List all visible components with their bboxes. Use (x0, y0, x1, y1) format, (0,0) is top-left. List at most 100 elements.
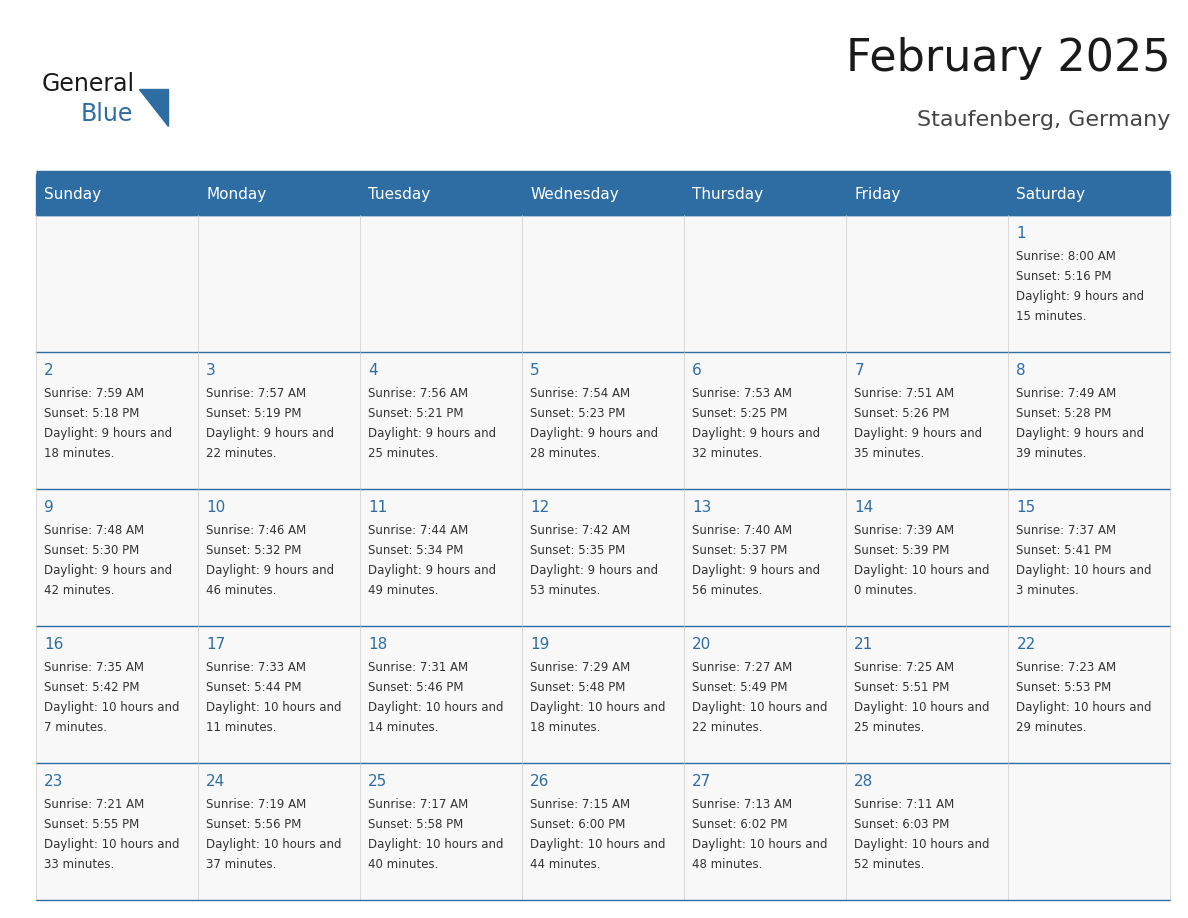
Text: 37 minutes.: 37 minutes. (206, 858, 277, 871)
Text: 1: 1 (1017, 226, 1026, 241)
Text: Sunday: Sunday (44, 187, 101, 202)
Text: Daylight: 10 hours and: Daylight: 10 hours and (693, 838, 828, 851)
Text: Sunrise: 7:48 AM: Sunrise: 7:48 AM (44, 523, 144, 537)
Text: 22 minutes.: 22 minutes. (693, 722, 763, 734)
Text: Sunset: 5:25 PM: Sunset: 5:25 PM (693, 407, 788, 420)
Text: 8: 8 (1017, 363, 1026, 378)
Text: Daylight: 10 hours and: Daylight: 10 hours and (206, 701, 341, 714)
Text: 3 minutes.: 3 minutes. (1017, 584, 1079, 598)
Text: 22: 22 (1017, 637, 1036, 652)
Text: Sunrise: 7:31 AM: Sunrise: 7:31 AM (368, 661, 468, 674)
Text: Sunrise: 7:53 AM: Sunrise: 7:53 AM (693, 386, 792, 399)
Text: Daylight: 9 hours and: Daylight: 9 hours and (530, 427, 658, 440)
Text: Sunset: 5:39 PM: Sunset: 5:39 PM (854, 543, 949, 557)
Text: Sunrise: 7:54 AM: Sunrise: 7:54 AM (530, 386, 631, 399)
Text: Daylight: 9 hours and: Daylight: 9 hours and (693, 427, 821, 440)
Text: 2: 2 (44, 363, 53, 378)
Text: 14: 14 (854, 499, 873, 515)
Text: 7: 7 (854, 363, 864, 378)
Text: Sunset: 5:44 PM: Sunset: 5:44 PM (206, 681, 302, 694)
Text: Sunset: 6:03 PM: Sunset: 6:03 PM (854, 818, 949, 831)
Text: Daylight: 10 hours and: Daylight: 10 hours and (854, 701, 990, 714)
Text: Sunset: 5:58 PM: Sunset: 5:58 PM (368, 818, 463, 831)
Text: 11: 11 (368, 499, 387, 515)
Text: Sunrise: 7:23 AM: Sunrise: 7:23 AM (1017, 661, 1117, 674)
Text: 52 minutes.: 52 minutes. (854, 858, 924, 871)
Text: Daylight: 10 hours and: Daylight: 10 hours and (530, 838, 665, 851)
Text: 24: 24 (206, 774, 226, 789)
Text: Daylight: 9 hours and: Daylight: 9 hours and (368, 427, 497, 440)
Text: Sunset: 5:46 PM: Sunset: 5:46 PM (368, 681, 463, 694)
Text: Staufenberg, Germany: Staufenberg, Germany (917, 110, 1170, 130)
Bar (36, 352, 1170, 488)
Text: Sunset: 5:32 PM: Sunset: 5:32 PM (206, 543, 302, 557)
Text: Sunset: 6:02 PM: Sunset: 6:02 PM (693, 818, 788, 831)
Text: Daylight: 9 hours and: Daylight: 9 hours and (693, 564, 821, 577)
Text: Sunrise: 7:49 AM: Sunrise: 7:49 AM (1017, 386, 1117, 399)
Text: Daylight: 9 hours and: Daylight: 9 hours and (530, 564, 658, 577)
Text: Sunrise: 7:13 AM: Sunrise: 7:13 AM (693, 798, 792, 811)
Text: Sunrise: 7:40 AM: Sunrise: 7:40 AM (693, 523, 792, 537)
Text: 3: 3 (206, 363, 216, 378)
Text: 27: 27 (693, 774, 712, 789)
Text: Sunrise: 7:46 AM: Sunrise: 7:46 AM (206, 523, 307, 537)
Text: 25 minutes.: 25 minutes. (854, 722, 924, 734)
Text: Sunrise: 7:42 AM: Sunrise: 7:42 AM (530, 523, 631, 537)
Text: 12: 12 (530, 499, 549, 515)
Text: Daylight: 9 hours and: Daylight: 9 hours and (44, 427, 172, 440)
Text: Sunrise: 7:44 AM: Sunrise: 7:44 AM (368, 523, 468, 537)
Text: Daylight: 10 hours and: Daylight: 10 hours and (1017, 564, 1152, 577)
Text: 15: 15 (1017, 499, 1036, 515)
Text: Sunrise: 7:59 AM: Sunrise: 7:59 AM (44, 386, 144, 399)
Text: Monday: Monday (206, 187, 266, 202)
Text: Daylight: 10 hours and: Daylight: 10 hours and (693, 701, 828, 714)
Text: Daylight: 9 hours and: Daylight: 9 hours and (1017, 290, 1144, 303)
Text: 42 minutes.: 42 minutes. (44, 584, 114, 598)
Text: Sunrise: 7:11 AM: Sunrise: 7:11 AM (854, 798, 955, 811)
Text: Sunrise: 7:15 AM: Sunrise: 7:15 AM (530, 798, 631, 811)
Text: Daylight: 10 hours and: Daylight: 10 hours and (1017, 701, 1152, 714)
Bar (36, 488, 1170, 626)
Text: Sunset: 5:21 PM: Sunset: 5:21 PM (368, 407, 463, 420)
Text: Sunset: 6:00 PM: Sunset: 6:00 PM (530, 818, 626, 831)
Text: 19: 19 (530, 637, 550, 652)
Text: 4: 4 (368, 363, 378, 378)
Text: Sunset: 5:34 PM: Sunset: 5:34 PM (368, 543, 463, 557)
Text: Sunset: 5:56 PM: Sunset: 5:56 PM (206, 818, 302, 831)
Text: Daylight: 10 hours and: Daylight: 10 hours and (368, 701, 504, 714)
Bar (36, 215, 1170, 352)
Text: Daylight: 10 hours and: Daylight: 10 hours and (530, 701, 665, 714)
Text: 18 minutes.: 18 minutes. (530, 722, 601, 734)
Polygon shape (139, 89, 168, 126)
Text: 17: 17 (206, 637, 226, 652)
Text: Sunset: 5:37 PM: Sunset: 5:37 PM (693, 543, 788, 557)
Text: Sunrise: 7:56 AM: Sunrise: 7:56 AM (368, 386, 468, 399)
Text: Sunset: 5:16 PM: Sunset: 5:16 PM (1017, 270, 1112, 283)
Text: Daylight: 9 hours and: Daylight: 9 hours and (206, 564, 334, 577)
Text: Sunrise: 7:35 AM: Sunrise: 7:35 AM (44, 661, 144, 674)
Text: 0 minutes.: 0 minutes. (854, 584, 917, 598)
Text: Sunset: 5:42 PM: Sunset: 5:42 PM (44, 681, 139, 694)
Bar (36, 763, 1170, 900)
Text: February 2025: February 2025 (846, 37, 1170, 80)
Text: Daylight: 10 hours and: Daylight: 10 hours and (44, 701, 179, 714)
Text: 28 minutes.: 28 minutes. (530, 447, 601, 460)
Text: 49 minutes.: 49 minutes. (368, 584, 438, 598)
Bar (36, 626, 1170, 763)
Text: 56 minutes.: 56 minutes. (693, 584, 763, 598)
Text: Sunset: 5:30 PM: Sunset: 5:30 PM (44, 543, 139, 557)
Text: 48 minutes.: 48 minutes. (693, 858, 763, 871)
Text: Sunrise: 7:51 AM: Sunrise: 7:51 AM (854, 386, 954, 399)
Text: Sunset: 5:53 PM: Sunset: 5:53 PM (1017, 681, 1112, 694)
Text: Friday: Friday (854, 187, 901, 202)
Text: 9: 9 (44, 499, 53, 515)
Text: Wednesday: Wednesday (530, 187, 619, 202)
Text: 39 minutes.: 39 minutes. (1017, 447, 1087, 460)
Text: Daylight: 9 hours and: Daylight: 9 hours and (44, 564, 172, 577)
Text: Daylight: 10 hours and: Daylight: 10 hours and (44, 838, 179, 851)
Text: Thursday: Thursday (693, 187, 764, 202)
Text: Sunrise: 7:33 AM: Sunrise: 7:33 AM (206, 661, 307, 674)
Text: Sunset: 5:18 PM: Sunset: 5:18 PM (44, 407, 139, 420)
Text: Sunset: 5:23 PM: Sunset: 5:23 PM (530, 407, 626, 420)
Text: Sunset: 5:26 PM: Sunset: 5:26 PM (854, 407, 950, 420)
